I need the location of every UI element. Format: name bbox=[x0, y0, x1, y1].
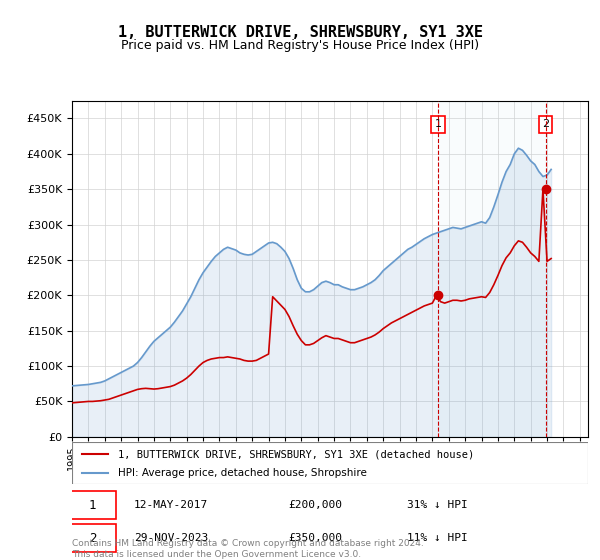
Text: £200,000: £200,000 bbox=[289, 501, 343, 510]
Text: 1: 1 bbox=[89, 499, 97, 512]
FancyBboxPatch shape bbox=[72, 442, 588, 484]
Bar bbox=[438, 101, 545, 437]
FancyBboxPatch shape bbox=[70, 492, 116, 520]
Text: 1: 1 bbox=[435, 119, 442, 129]
FancyBboxPatch shape bbox=[70, 524, 116, 552]
Text: 1, BUTTERWICK DRIVE, SHREWSBURY, SY1 3XE: 1, BUTTERWICK DRIVE, SHREWSBURY, SY1 3XE bbox=[118, 25, 482, 40]
Text: 11% ↓ HPI: 11% ↓ HPI bbox=[407, 533, 468, 543]
Text: £350,000: £350,000 bbox=[289, 533, 343, 543]
Text: HPI: Average price, detached house, Shropshire: HPI: Average price, detached house, Shro… bbox=[118, 468, 367, 478]
Text: 12-MAY-2017: 12-MAY-2017 bbox=[134, 501, 208, 510]
Text: 2: 2 bbox=[89, 532, 97, 545]
Text: Contains HM Land Registry data © Crown copyright and database right 2024.
This d: Contains HM Land Registry data © Crown c… bbox=[72, 539, 424, 559]
Text: Price paid vs. HM Land Registry's House Price Index (HPI): Price paid vs. HM Land Registry's House … bbox=[121, 39, 479, 52]
Text: 1, BUTTERWICK DRIVE, SHREWSBURY, SY1 3XE (detached house): 1, BUTTERWICK DRIVE, SHREWSBURY, SY1 3XE… bbox=[118, 449, 475, 459]
Text: 31% ↓ HPI: 31% ↓ HPI bbox=[407, 501, 468, 510]
Text: 2: 2 bbox=[542, 119, 549, 129]
Text: 29-NOV-2023: 29-NOV-2023 bbox=[134, 533, 208, 543]
